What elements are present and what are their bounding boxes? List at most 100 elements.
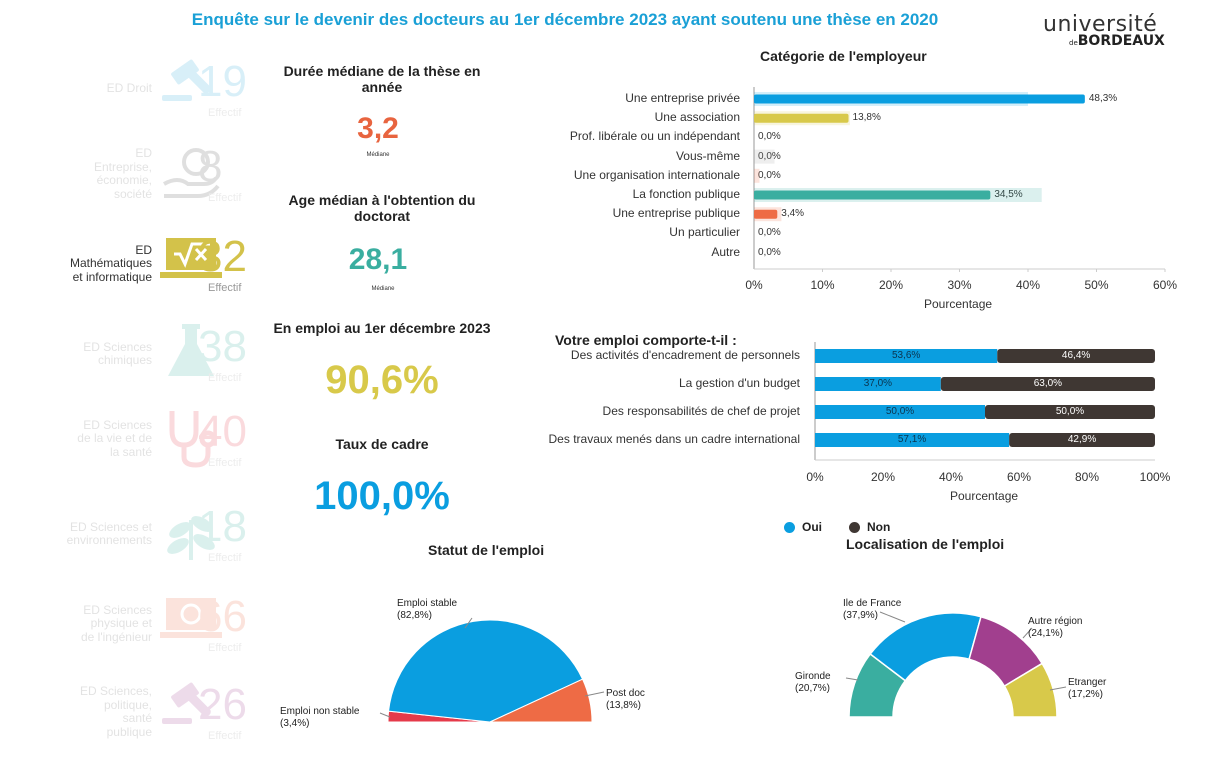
statut-slice[interactable] (388, 619, 584, 723)
employer-category-label: Une entreprise publique (612, 206, 740, 221)
loc-label-autre-name: Autre région (1028, 616, 1083, 627)
localisation-slice[interactable] (1003, 662, 1058, 718)
localisation-donut-chart (845, 611, 1067, 718)
statut-slice[interactable] (489, 678, 593, 723)
doctoral-school-effectif-label: Effectif (208, 642, 242, 654)
emploi-bar-non-label: 42,9% (1067, 434, 1097, 445)
legend-oui-label[interactable]: Oui (802, 520, 822, 534)
emploi-category-label: Des responsabilités de chef de projet (602, 404, 800, 418)
emploi-xtick: 40% (938, 470, 964, 484)
emploi-bar-oui[interactable] (815, 405, 985, 419)
doctoral-school-tile[interactable]: ED Droit 19 Effectif (30, 55, 270, 135)
employer-value-label: 13,8% (852, 112, 881, 124)
employer-category-label: Une entreprise privée (625, 91, 740, 105)
emploi-xtick: 20% (870, 470, 896, 484)
employer-value-label: 0,0% (758, 150, 781, 162)
stethoscope-icon (158, 405, 224, 471)
plant-icon (158, 500, 224, 566)
doctoral-school-name: ED Sciences et environnements (66, 519, 152, 547)
statut-label-postdoc-value: (13,8%) (606, 700, 642, 711)
universite-bordeaux-logo: université deBORDEAUX (1043, 12, 1173, 52)
doctoral-school-name: ED Sciences physique et de l'ingénieur (80, 602, 152, 644)
statut-leader-line (464, 617, 473, 629)
employer-category-label: La fonction publique (632, 187, 740, 201)
emploi-bar-non[interactable] (985, 405, 1155, 419)
doctoral-school-name: ED Mathématiques et informatique (69, 242, 152, 284)
emploi-chart-title: Votre emploi comporte-t-il : (555, 332, 737, 348)
emploi-bar-non[interactable] (997, 349, 1155, 363)
emploi-bar-oui-label: 57,1% (897, 434, 927, 445)
emploi-bar-non[interactable] (940, 377, 1155, 391)
doctoral-school-name: ED Sciences, politique, santé publique (79, 684, 152, 739)
emploi-category-label: Des activités d'encadrement de personnel… (570, 348, 800, 362)
logo-line1: université (1043, 12, 1158, 37)
sqrt-laptop-icon (158, 230, 224, 296)
doctoral-school-tile[interactable]: ED Sciences physique et de l'ingénieur 66… (30, 590, 270, 670)
duree-value: 3,2 (357, 112, 399, 145)
emploi-bar-oui[interactable] (815, 377, 941, 391)
emploi-xlabel: Pourcentage (950, 489, 1019, 503)
emploi-bar-non-label: 50,0% (1055, 406, 1085, 417)
doctoral-school-count: 18 (198, 502, 247, 551)
emploi-bar-oui-label: 37,0% (863, 378, 893, 389)
emploi-category-label: Des travaux menés dans un cadre internat… (548, 432, 800, 446)
doctoral-school-effectif-label: Effectif (208, 282, 242, 294)
employer-bar[interactable] (754, 190, 991, 200)
loc-label-gironde-name: Gironde (795, 671, 831, 682)
doctoral-school-count: 40 (198, 407, 247, 456)
doctoral-school-tile[interactable]: ED Sciences, politique, santé publique 26… (30, 678, 270, 758)
emploi-bar-oui[interactable] (815, 349, 998, 363)
emploi-bar-oui[interactable] (815, 433, 1010, 447)
employer-value-label: 0,0% (758, 246, 781, 258)
statut-label-nonstable-name: Emploi non stable (280, 706, 360, 717)
employer-bar[interactable] (754, 209, 778, 219)
doctoral-school-tile[interactable]: ED Sciences chimiques 38 Effectif (30, 320, 270, 400)
doctoral-school-tile[interactable]: ED Sciences de la vie et de la santé 40 Ef… (30, 405, 270, 485)
emploi-xtick: 0% (806, 470, 824, 484)
doctoral-school-name: ED Entreprise, économie, société (93, 146, 152, 201)
doctoral-school-count: 19 (198, 57, 247, 106)
emploi-bar-non[interactable] (1009, 433, 1155, 447)
emploi-category-label: La gestion d'un budget (678, 376, 800, 390)
cadre-title: Taux de cadre (335, 436, 429, 452)
flask-icon (158, 320, 224, 386)
money-hand-icon (158, 140, 224, 206)
doctoral-school-count: 8 (198, 142, 223, 191)
age-value: 28,1 (348, 243, 408, 276)
statut-pie-chart (379, 617, 605, 723)
loc-label-idf-name: Ile de France (843, 598, 902, 609)
loc-label-idf-value: (37,9%) (843, 610, 879, 621)
employer-bar[interactable] (754, 94, 1085, 104)
doctoral-school-effectif-label: Effectif (208, 730, 242, 742)
emploi-xtick: 100% (1139, 470, 1171, 484)
employer-value-label: 0,0% (758, 131, 781, 143)
doctoral-school-effectif-label: Effectif (208, 372, 242, 384)
employer-bar-highlight (754, 168, 760, 183)
localisation-leader-line (1022, 627, 1033, 639)
doctoral-school-tile[interactable]: ED Sciences et environnements 18 Effectif (30, 500, 270, 580)
legend-non-label[interactable]: Non (867, 520, 891, 534)
employer-value-label: 3,4% (781, 208, 805, 220)
emploi-bar-non-label: 46,4% (1061, 350, 1091, 361)
employer-xtick: 10% (810, 278, 835, 292)
doctoral-school-tile[interactable]: ED Entreprise, économie, société 8 Effecti… (30, 140, 270, 220)
loc-label-etranger-value: (17,2%) (1068, 689, 1104, 700)
legend-oui-dot (784, 522, 795, 533)
doctoral-school-tile[interactable]: ED Mathématiques et informatique 32 Effect… (30, 230, 270, 310)
employer-bar[interactable] (754, 113, 849, 123)
gear-laptop-icon (158, 590, 224, 656)
doctoral-school-name: ED Droit (106, 81, 152, 96)
employer-bar-chart (753, 87, 1166, 272)
employer-xtick: 30% (947, 278, 972, 292)
doctoral-school-count: 38 (198, 322, 247, 371)
statut-label-stable-name: Emploi stable (397, 598, 458, 609)
employer-bar-highlight (754, 149, 775, 164)
statut-label-stable-value: (82,8%) (397, 610, 433, 621)
gavel-icon (158, 678, 224, 744)
doctoral-school-effectif-label: Effectif (208, 107, 242, 119)
employer-xtick: 60% (1153, 278, 1178, 292)
employer-category-label: Une association (654, 110, 740, 125)
statut-chart-title: Statut de l'emploi (428, 542, 545, 558)
localisation-leader-line (879, 611, 906, 623)
doctoral-school-effectif-label: Effectif (208, 192, 242, 204)
